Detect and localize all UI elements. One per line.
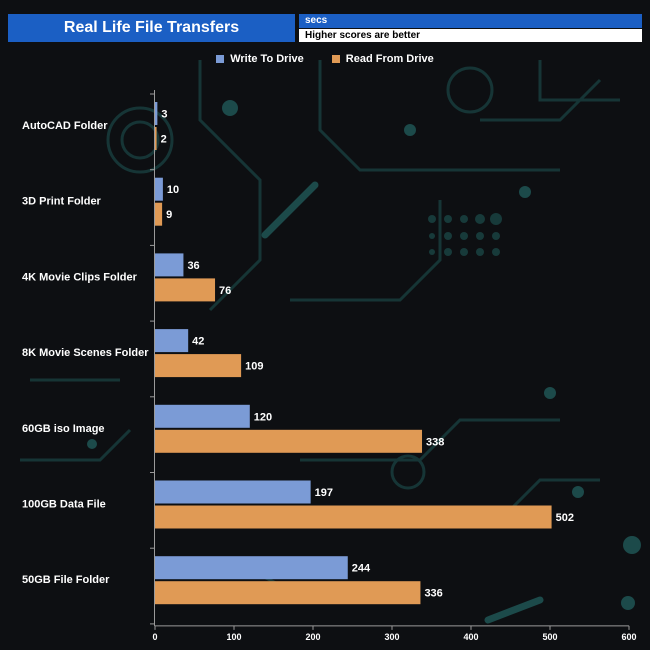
value-label-write: 244 [352,563,371,575]
legend-label-write: Write To Drive [230,53,304,65]
score-note: Higher scores are better [299,29,642,42]
legend-swatch-read [331,55,340,63]
legend-item-write: Write To Drive [216,53,304,65]
bar-write [155,404,250,428]
bar-read [155,429,423,453]
value-label-write: 42 [192,336,204,348]
x-tick-label: 400 [463,632,478,642]
legend-label-read: Read From Drive [345,53,434,65]
x-tick-label: 100 [226,632,241,642]
value-label-write: 120 [254,411,272,423]
value-label-read: 502 [556,512,574,524]
bar-write [155,253,184,277]
legend-item-read: Read From Drive [331,53,434,65]
x-tick-label: 500 [542,632,557,642]
category-label: 4K Movie Clips Folder [22,271,138,283]
value-label-read: 2 [161,134,167,146]
bar-read [155,505,552,529]
category-label: 60GB iso Image [22,423,105,435]
value-label-read: 9 [166,209,172,221]
x-tick-label: 200 [305,632,320,642]
category-label: 3D Print Folder [22,196,102,208]
category-label: 50GB File Folder [22,574,110,586]
bar-write [155,556,348,580]
category-label: 8K Movie Scenes Folder [22,347,149,359]
x-tick-label: 0 [152,632,157,642]
bar-read [155,127,157,150]
x-tick-label: 600 [621,632,636,642]
value-label-read: 76 [219,285,231,297]
value-label-read: 109 [245,361,263,373]
value-label-read: 338 [426,436,444,448]
value-label-write: 197 [315,487,333,499]
unit-label: secs [299,14,642,28]
bar-read [155,202,163,226]
bar-read [155,581,421,605]
bar-read [155,354,242,378]
legend-swatch-write [216,55,225,63]
category-label: 100GB Data File [22,499,106,511]
bar-read [155,278,216,302]
value-label-write: 10 [167,184,179,196]
x-tick-label: 300 [384,632,399,642]
legend: Write To Drive Read From Drive [0,52,650,66]
value-label-write: 3 [161,109,167,121]
bar-write [155,177,163,201]
bar-write [155,102,158,125]
chart-title: Real Life File Transfers [8,14,295,42]
bar-write [155,329,189,353]
bar-write [155,480,311,504]
value-label-write: 36 [187,260,199,272]
value-label-read: 336 [424,588,442,600]
category-label: AutoCAD Folder [22,120,108,132]
